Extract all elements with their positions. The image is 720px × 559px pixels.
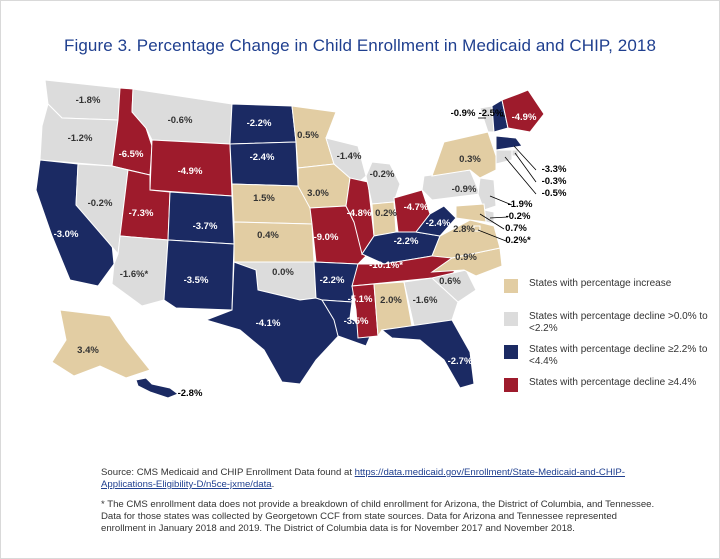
state-value-label-nm: -3.5%	[184, 275, 209, 286]
legend-label-decline-large: States with percentage decline ≥4.4%	[529, 377, 697, 388]
state-value-label-mi: -0.2%	[370, 169, 395, 180]
state-value-label-nv: -0.2%	[88, 198, 113, 209]
state-value-label-tn: -10.1%*	[369, 260, 403, 271]
state-value-label-mn: 0.5%	[297, 130, 319, 141]
state-value-label-la: -3.5%	[344, 316, 369, 327]
state-value-label-dc: 0.2%*	[505, 235, 531, 246]
state-value-label-ne: 1.5%	[253, 193, 275, 204]
source-suffix: .	[271, 479, 275, 490]
leader-line-nj	[489, 195, 513, 206]
leader-line-ri	[514, 152, 537, 183]
state-ak	[51, 309, 151, 379]
legend-item-decline-large: States with percentage decline ≥4.4%	[504, 377, 714, 409]
state-value-label-wy: -4.9%	[178, 166, 203, 177]
state-value-label-tx: -4.1%	[256, 318, 281, 329]
leader-line-md	[479, 213, 505, 230]
state-value-label-sc: 0.6%	[439, 276, 461, 287]
state-value-label-ct: -0.5%	[542, 188, 567, 199]
legend-swatch-decline-small	[504, 312, 518, 326]
legend-item-increase: States with percentage increase	[504, 278, 714, 310]
state-me	[501, 89, 545, 133]
state-value-label-il: -4.8%	[347, 208, 372, 219]
state-value-label-ut: -7.3%	[129, 208, 154, 219]
state-value-label-me: -4.9%	[512, 112, 537, 123]
state-value-label-md: 0.7%	[505, 223, 527, 234]
state-value-label-pa: -0.9%	[452, 184, 477, 195]
state-value-label-vt: -0.9%	[451, 108, 476, 119]
legend-swatch-decline-large	[504, 378, 518, 392]
state-value-label-ms: -5.1%	[348, 294, 373, 305]
state-wv	[415, 205, 457, 237]
legend-swatch-increase	[504, 279, 518, 293]
leader-line-dc	[477, 229, 507, 242]
state-value-label-nj: -1.9%	[508, 199, 533, 210]
leader-line-de	[489, 216, 509, 219]
state-value-label-az: -1.6%*	[120, 269, 149, 280]
legend-label-increase: States with percentage increase	[529, 278, 672, 289]
state-value-label-wi: -1.4%	[337, 151, 362, 162]
state-value-label-hi: -2.8%	[178, 388, 203, 399]
state-ma	[495, 135, 523, 151]
state-value-label-id: -6.5%	[119, 149, 144, 160]
state-value-label-de: -0.2%	[506, 211, 531, 222]
state-ks	[233, 221, 315, 263]
legend-item-decline-mid: States with percentage decline ≥2.2% to …	[504, 344, 714, 376]
state-value-label-sd: -2.4%	[250, 152, 275, 163]
state-value-label-ky: -2.2%	[394, 236, 419, 247]
state-fl	[380, 319, 475, 389]
state-value-label-oh: -4.7%	[404, 202, 429, 213]
state-value-label-in: 0.2%	[375, 208, 397, 219]
state-value-label-ak: 3.4%	[77, 345, 99, 356]
source-link[interactable]: https://data.medicaid.gov/Enrollment/Sta…	[101, 467, 626, 490]
state-value-label-ca: -3.0%	[54, 229, 79, 240]
source-note: Source: CMS Medicaid and CHIP Enrollment…	[101, 467, 661, 491]
state-md	[455, 203, 487, 223]
state-value-label-mo: -9.0%	[314, 232, 339, 243]
state-value-label-ri: -0.3%	[542, 176, 567, 187]
state-hi	[135, 377, 180, 399]
footnote: * The CMS enrollment data does not provi…	[101, 499, 655, 534]
state-value-label-va: 2.8%	[453, 224, 475, 235]
state-value-label-or: -1.2%	[68, 133, 93, 144]
state-value-label-fl: -2.7%	[448, 356, 473, 367]
state-value-label-ny: 0.3%	[459, 154, 481, 165]
state-tx	[204, 261, 345, 385]
state-value-label-nc: 0.9%	[455, 252, 477, 263]
figure-title: Figure 3. Percentage Change in Child Enr…	[63, 36, 657, 55]
state-value-label-mt: -0.6%	[168, 115, 193, 126]
legend-label-decline-small: States with percentage decline >0.0% to …	[529, 311, 708, 334]
legend-swatch-decline-mid	[504, 345, 518, 359]
state-sd	[229, 141, 299, 187]
state-value-label-wa: -1.8%	[76, 95, 101, 106]
state-nm	[163, 239, 235, 311]
state-sc	[430, 269, 477, 303]
state-value-label-nh: -2.5%	[479, 108, 504, 119]
state-ms	[351, 283, 379, 339]
legend-label-decline-mid: States with percentage decline ≥2.2% to …	[529, 344, 708, 367]
state-value-label-ia: 3.0%	[307, 188, 329, 199]
state-value-label-ok: 0.0%	[272, 267, 294, 278]
state-ny	[431, 131, 497, 179]
leader-line-ma	[513, 145, 537, 171]
state-value-label-co: -3.7%	[193, 221, 218, 232]
state-value-label-ks: 0.4%	[257, 230, 279, 241]
legend-item-decline-small: States with percentage decline >0.0% to …	[504, 311, 714, 343]
leader-line-ct	[504, 156, 537, 195]
state-value-label-nd: -2.2%	[247, 118, 272, 129]
state-value-label-al: 2.0%	[380, 295, 402, 306]
state-co	[167, 191, 235, 245]
source-prefix: Source: CMS Medicaid and CHIP Enrollment…	[101, 467, 355, 478]
legend: States with percentage increase States w…	[504, 278, 714, 410]
us-state-map: -1.8% -1.2% -3.0% -6.5% -0.2% -0.6% -4.9% -7.3%…	[35, 79, 567, 399]
state-value-label-ma: -3.3%	[542, 164, 567, 175]
state-nj	[477, 177, 497, 211]
state-value-label-ar: -2.2%	[320, 275, 345, 286]
state-value-label-wv: -2.4%	[426, 218, 451, 229]
state-value-label-ga: -1.6%	[413, 295, 438, 306]
